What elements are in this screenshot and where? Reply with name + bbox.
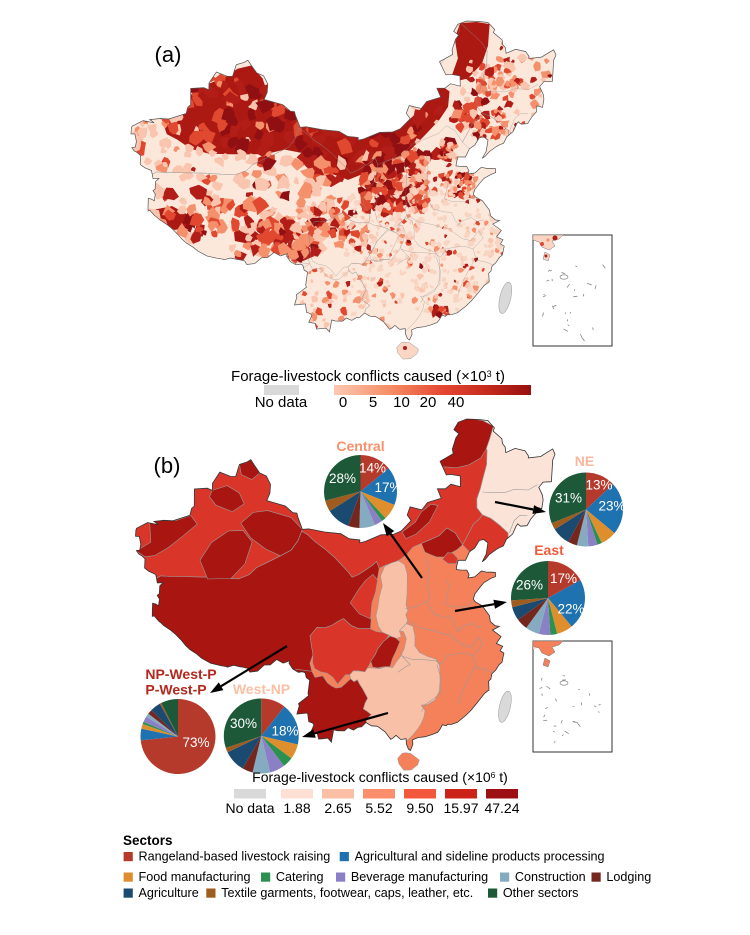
svg-text:13%: 13% bbox=[585, 478, 612, 493]
svg-text:2.65: 2.65 bbox=[324, 800, 351, 816]
svg-text:14%: 14% bbox=[359, 461, 386, 476]
svg-text:Sectors: Sectors bbox=[123, 833, 173, 848]
svg-text:NE: NE bbox=[575, 453, 594, 469]
svg-text:No data: No data bbox=[255, 394, 308, 411]
svg-text:West-NP: West-NP bbox=[233, 681, 290, 697]
svg-text:Textile garments, footwear, ca: Textile garments, footwear, caps, leathe… bbox=[221, 886, 473, 900]
svg-text:31%: 31% bbox=[555, 491, 582, 506]
svg-text:(a): (a) bbox=[155, 42, 182, 67]
svg-text:15.97: 15.97 bbox=[443, 800, 478, 816]
svg-text:Forage-livestock conflicts cau: Forage-livestock conflicts caused (×103 … bbox=[231, 368, 505, 385]
svg-text:17%: 17% bbox=[550, 571, 577, 586]
svg-text:(b): (b) bbox=[154, 453, 181, 478]
svg-text:Forage-livestock conflicts cau: Forage-livestock conflicts caused (×106 … bbox=[252, 769, 508, 785]
svg-text:5: 5 bbox=[369, 394, 377, 411]
svg-text:Construction: Construction bbox=[515, 870, 586, 884]
svg-text:5.52: 5.52 bbox=[365, 800, 392, 816]
svg-text:17%: 17% bbox=[374, 480, 401, 495]
svg-text:Food manufacturing: Food manufacturing bbox=[139, 870, 251, 884]
svg-text:Catering: Catering bbox=[276, 870, 324, 884]
svg-text:9.50: 9.50 bbox=[406, 800, 433, 816]
svg-text:East: East bbox=[534, 542, 564, 558]
svg-text:18%: 18% bbox=[271, 724, 298, 739]
svg-text:73%: 73% bbox=[182, 735, 209, 750]
svg-text:1.88: 1.88 bbox=[283, 800, 310, 816]
svg-text:Beverage manufacturing: Beverage manufacturing bbox=[351, 870, 488, 884]
svg-text:30%: 30% bbox=[230, 716, 257, 731]
svg-text:22%: 22% bbox=[557, 602, 584, 617]
svg-text:28%: 28% bbox=[329, 471, 356, 486]
svg-text:20: 20 bbox=[420, 394, 437, 411]
svg-text:0: 0 bbox=[339, 394, 347, 411]
svg-text:10: 10 bbox=[393, 394, 410, 411]
svg-text:47.24: 47.24 bbox=[484, 800, 519, 816]
svg-text:NP-West-P: NP-West-P bbox=[145, 666, 216, 682]
svg-text:Central: Central bbox=[336, 438, 384, 454]
svg-text:23%: 23% bbox=[598, 499, 625, 514]
svg-text:26%: 26% bbox=[516, 578, 543, 593]
svg-text:No data: No data bbox=[225, 800, 274, 816]
svg-text:Agriculture: Agriculture bbox=[139, 886, 199, 900]
svg-text:Rangeland-based livestock rais: Rangeland-based livestock raising bbox=[139, 850, 331, 864]
svg-text:P-West-P: P-West-P bbox=[145, 682, 206, 698]
svg-text:Agricultural and sideline prod: Agricultural and sideline products proce… bbox=[355, 850, 605, 864]
svg-text:Lodging: Lodging bbox=[606, 870, 651, 884]
svg-text:Other sectors: Other sectors bbox=[503, 886, 579, 900]
svg-text:40: 40 bbox=[448, 394, 465, 411]
